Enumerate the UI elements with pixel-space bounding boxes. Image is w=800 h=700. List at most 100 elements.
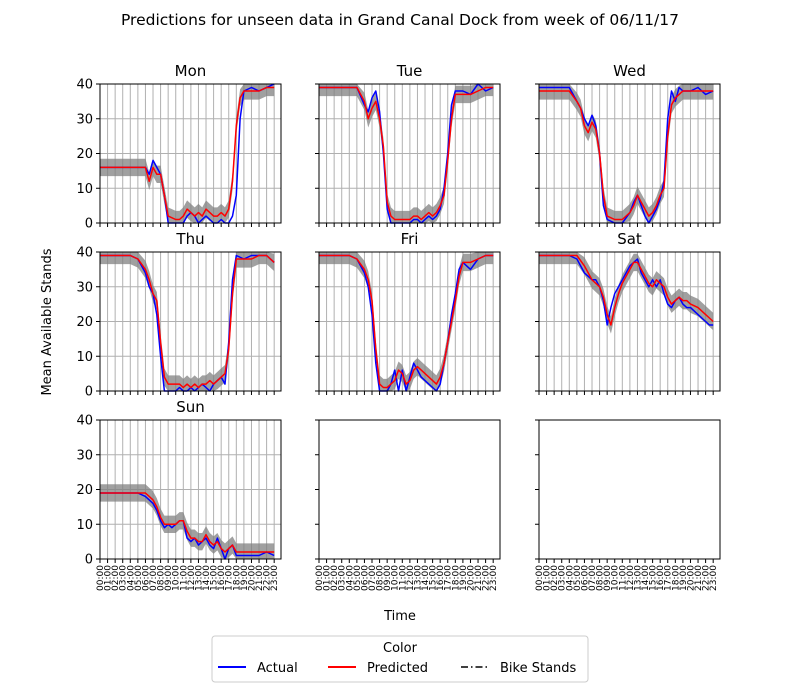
- x-tick-label: 04:00: [345, 565, 355, 591]
- x-tick-label: 18:00: [671, 565, 681, 591]
- y-tick-label: 30: [76, 448, 93, 463]
- x-tick-label: 00:00: [535, 565, 545, 591]
- series-line-predicted: [100, 492, 275, 553]
- x-tick-label: 13:00: [633, 565, 643, 591]
- panel-fri: Fri: [315, 230, 501, 395]
- x-tick-label: 01:00: [543, 565, 553, 591]
- x-tick-label: 04:00: [565, 565, 575, 591]
- panel-wed: Wed: [535, 62, 721, 227]
- y-tick-label: 40: [76, 78, 93, 93]
- x-tick-label: 17:00: [664, 565, 674, 591]
- x-tick-label: 10:00: [172, 565, 182, 591]
- x-tick-label: 19:00: [459, 565, 469, 591]
- series-line-predicted: [100, 86, 275, 221]
- panel-tue: Tue: [315, 62, 501, 227]
- confidence-band: [539, 252, 714, 334]
- x-tick-label: 07:00: [368, 565, 378, 591]
- x-tick-label: 06:00: [360, 565, 370, 591]
- x-tick-label: 16:00: [656, 565, 666, 591]
- series-line-actual: [319, 83, 494, 224]
- x-tick-label: 14:00: [202, 565, 212, 591]
- legend-label-bike-stands: Bike Stands: [500, 661, 577, 676]
- series-line-actual: [319, 254, 494, 392]
- panel-title: Wed: [613, 62, 646, 80]
- x-tick-label: 05:00: [353, 565, 363, 591]
- x-tick-label: 22:00: [263, 565, 273, 591]
- x-tick-label: 12:00: [406, 565, 416, 591]
- x-tick-label: 05:00: [573, 565, 583, 591]
- panel-empty-8: 00:0001:0002:0003:0004:0005:0006:0007:00…: [535, 419, 721, 591]
- x-tick-label: 11:00: [618, 565, 628, 591]
- series-line-actual: [100, 492, 275, 560]
- x-tick-label: 02:00: [550, 565, 560, 591]
- y-tick-label: 30: [76, 280, 93, 295]
- x-tick-label: 14:00: [421, 565, 431, 591]
- x-tick-label: 19:00: [679, 565, 689, 591]
- x-tick-label: 20:00: [247, 565, 257, 591]
- x-tick-label: 06:00: [141, 565, 151, 591]
- x-tick-label: 19:00: [240, 565, 250, 591]
- panel-title: Tue: [396, 62, 423, 80]
- y-tick-label: 40: [76, 414, 93, 429]
- x-tick-label: 23:00: [270, 565, 280, 591]
- x-tick-label: 21:00: [474, 565, 484, 591]
- x-tick-label: 10:00: [391, 565, 401, 591]
- x-tick-label: 17:00: [444, 565, 454, 591]
- x-tick-label: 11:00: [398, 565, 408, 591]
- panel-title: Sun: [176, 398, 205, 416]
- legend-label-actual: Actual: [257, 661, 298, 676]
- x-tick-label: 14:00: [641, 565, 651, 591]
- x-tick-label: 03:00: [338, 565, 348, 591]
- x-tick-label: 01:00: [104, 565, 114, 591]
- subplot-grid: Mon 0 10 20 30 40 Tue Wed Thu 0 10 20 30 40 Fri Sat Sun 0…: [76, 62, 721, 591]
- x-tick-label: 18:00: [451, 565, 461, 591]
- x-tick-label: 17:00: [225, 565, 235, 591]
- x-tick-label: 23:00: [489, 565, 499, 591]
- y-tick-label: 10: [76, 350, 93, 365]
- x-tick-label: 01:00: [323, 565, 333, 591]
- panel-thu: Thu 0 10 20 30 40: [76, 230, 282, 400]
- x-tick-label: 16:00: [217, 565, 227, 591]
- legend-label-predicted: Predicted: [367, 661, 428, 676]
- confidence-band: [319, 252, 494, 391]
- x-tick-label: 03:00: [119, 565, 129, 591]
- confidence-band: [100, 484, 275, 559]
- x-tick-label: 15:00: [649, 565, 659, 591]
- series-line-predicted: [319, 86, 494, 221]
- x-tick-label: 08:00: [596, 565, 606, 591]
- x-tick-label: 20:00: [466, 565, 476, 591]
- chart-title: Predictions for unseen data in Grand Can…: [121, 11, 679, 29]
- x-tick-label: 02:00: [330, 565, 340, 591]
- x-tick-label: 22:00: [702, 565, 712, 591]
- x-tick-label: 04:00: [126, 565, 136, 591]
- x-tick-label: 07:00: [588, 565, 598, 591]
- panel-background: [319, 420, 500, 559]
- x-tick-label: 22:00: [482, 565, 492, 591]
- x-axis-label: Time: [383, 609, 416, 624]
- series-line-predicted: [539, 90, 714, 221]
- x-tick-label: 00:00: [96, 565, 106, 591]
- x-tick-label: 09:00: [164, 565, 174, 591]
- panel-sun: Sun 0 10 20 30 40 00:0001:0002:0003:0004:0005:…: [76, 398, 282, 591]
- y-tick-label: 20: [76, 147, 93, 162]
- x-tick-label: 15:00: [210, 565, 220, 591]
- x-tick-label: 07:00: [149, 565, 159, 591]
- x-tick-label: 20:00: [686, 565, 696, 591]
- x-tick-label: 21:00: [255, 565, 265, 591]
- series-line-predicted: [319, 254, 494, 389]
- panel-sat: Sat: [535, 230, 721, 395]
- y-tick-label: 0: [85, 553, 93, 568]
- x-tick-label: 02:00: [111, 565, 121, 591]
- y-tick-label: 10: [76, 182, 93, 197]
- y-axis-label: Mean Available Stands: [40, 248, 55, 395]
- confidence-band: [319, 84, 494, 223]
- x-tick-label: 12:00: [187, 565, 197, 591]
- x-tick-label: 09:00: [383, 565, 393, 591]
- y-tick-label: 40: [76, 246, 93, 261]
- x-tick-label: 15:00: [429, 565, 439, 591]
- panel-title: Mon: [175, 62, 207, 80]
- series-line-predicted: [539, 254, 714, 326]
- x-tick-label: 08:00: [376, 565, 386, 591]
- x-tick-label: 03:00: [558, 565, 568, 591]
